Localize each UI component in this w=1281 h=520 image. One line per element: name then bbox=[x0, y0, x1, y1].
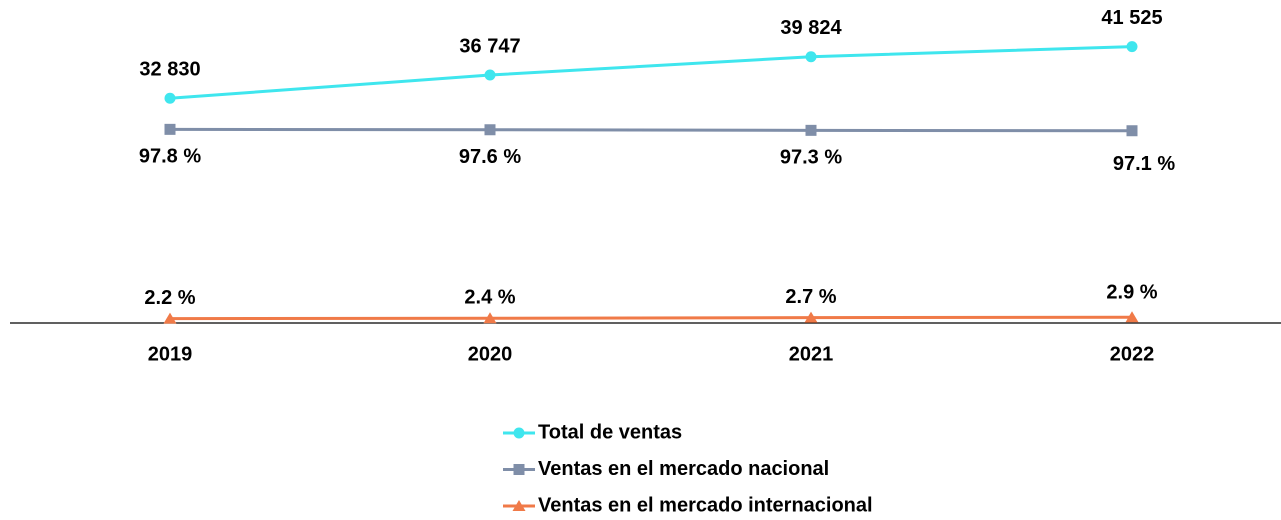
data-label: 39 824 bbox=[780, 17, 842, 39]
marker bbox=[804, 311, 818, 323]
marker bbox=[164, 123, 176, 135]
legend-marker bbox=[513, 464, 525, 475]
data-label: 32 830 bbox=[139, 59, 200, 81]
marker bbox=[1126, 125, 1138, 137]
data-label: 36 747 bbox=[459, 35, 520, 57]
marker bbox=[483, 312, 497, 324]
legend-marker bbox=[513, 427, 525, 439]
legend-label: Ventas en el mercado internacional bbox=[538, 494, 873, 516]
series-line bbox=[169, 315, 1133, 321]
x-tick-label: 2020 bbox=[468, 343, 513, 365]
x-tick-label: 2019 bbox=[148, 343, 193, 365]
legend-label: Total de ventas bbox=[538, 421, 682, 443]
data-label: 97.6 % bbox=[459, 146, 521, 168]
data-label: 97.1 % bbox=[1113, 153, 1175, 175]
legend-label: Ventas en el mercado nacional bbox=[538, 458, 829, 480]
x-tick-label: 2021 bbox=[789, 343, 834, 365]
data-label: 97.8 % bbox=[139, 146, 201, 168]
series-line bbox=[169, 127, 1133, 133]
marker bbox=[1126, 41, 1138, 53]
data-label: 41 525 bbox=[1101, 7, 1162, 29]
marker bbox=[1125, 311, 1139, 323]
marker bbox=[484, 69, 496, 81]
marker bbox=[164, 92, 176, 104]
data-label: 97.3 % bbox=[780, 147, 842, 169]
marker bbox=[805, 124, 817, 136]
data-label: 2.2 % bbox=[144, 287, 195, 309]
series-line bbox=[169, 45, 1133, 100]
legend-marker bbox=[512, 500, 526, 511]
data-label: 2.4 % bbox=[464, 287, 515, 309]
marker bbox=[805, 51, 817, 63]
marker bbox=[484, 124, 496, 136]
data-label: 2.7 % bbox=[785, 286, 836, 308]
marker bbox=[163, 312, 177, 324]
data-label: 2.9 % bbox=[1106, 282, 1157, 304]
x-tick-label: 2022 bbox=[1110, 343, 1155, 365]
